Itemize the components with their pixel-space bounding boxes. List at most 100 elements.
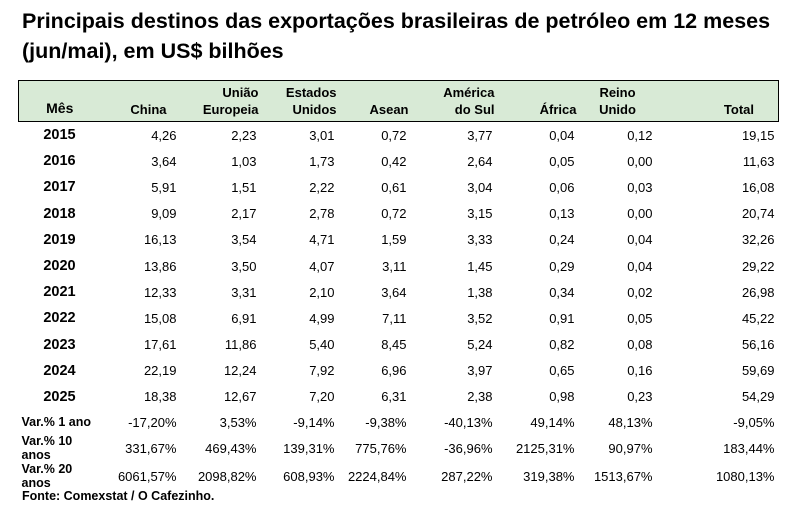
cell-estados-unidos: 2,10 [309, 284, 335, 300]
cell-america-do-sul: 2,38 [467, 389, 493, 405]
cell-america-do-sul: 3,77 [467, 127, 493, 143]
cell-total: 45,22 [741, 310, 775, 326]
page-title: Principais destinos das exportações bras… [22, 9, 771, 63]
cell-africa: 0,82 [549, 337, 575, 353]
header-estados-unidos-line2: Unidos [292, 102, 337, 117]
table-row-variation: Var.% 10 anos 331,67% 469,43% 139,31% 775,76… [19, 434, 779, 462]
table-row-year: 2023 17,61 11,86 5,40 8,45 5,24 0,82 0,08 56,16 [19, 332, 779, 358]
table-row-variation: Var.% 1 ano -17,20% 3,53% -9,14% -9,38% -40,1… [19, 410, 779, 434]
cell-america-do-sul: 3,33 [467, 232, 493, 248]
cell-asean: 0,72 [381, 127, 407, 143]
cell-america-do-sul: 3,52 [467, 310, 493, 326]
header-africa: África [498, 80, 581, 122]
cell-china: 15,08 [143, 310, 177, 326]
cell-total: 29,22 [741, 258, 775, 274]
cell-africa: 0,98 [549, 389, 575, 405]
cell-uniao-europeia: 469,43% [205, 440, 257, 456]
cell-china: 17,61 [143, 337, 177, 353]
cell-total: 56,16 [741, 337, 775, 353]
cell-america-do-sul: 287,22% [441, 468, 493, 484]
table-row-year: 2021 12,33 3,31 2,10 3,64 1,38 0,34 0,02 26,98 [19, 279, 779, 305]
cell-total: 16,08 [741, 179, 775, 195]
cell-reino-unido: 0,05 [627, 310, 653, 326]
header-uniao-europeia-line1: União [222, 85, 259, 100]
row-label: 2024 [43, 362, 76, 379]
cell-asean: 6,31 [381, 389, 407, 405]
row-label: 2020 [43, 258, 76, 275]
cell-reino-unido: 0,04 [627, 232, 653, 248]
cell-total: 20,74 [741, 206, 775, 222]
cell-reino-unido: 90,97% [608, 440, 653, 456]
row-label: Var.% 20 anos [21, 462, 73, 491]
cell-reino-unido: 0,16 [627, 363, 653, 379]
header-america-do-sul: América do Sul [412, 80, 499, 122]
cell-africa: 2125,31% [515, 440, 575, 456]
header-china: China [100, 80, 183, 122]
table-row-year: 2019 16,13 3,54 4,71 1,59 3,33 0,24 0,04 32,26 [19, 227, 779, 253]
cell-total: 59,69 [741, 363, 775, 379]
cell-estados-unidos: 608,93% [283, 468, 335, 484]
cell-africa: 0,29 [549, 258, 575, 274]
header-uniao-europeia-line2: Europeia [202, 102, 259, 117]
cell-america-do-sul: 5,24 [467, 337, 493, 353]
header-total: Total [658, 80, 779, 122]
cell-america-do-sul: -40,13% [444, 414, 493, 430]
cell-estados-unidos: 7,92 [309, 363, 335, 379]
cell-asean: 7,11 [382, 310, 407, 326]
table-row-year: 2018 9,09 2,17 2,78 0,72 3,15 0,13 0,00 20,74 [19, 201, 779, 227]
cell-estados-unidos: 3,01 [309, 127, 335, 143]
header-america-do-sul-line1: América [443, 85, 495, 100]
cell-america-do-sul: 1,38 [467, 284, 493, 300]
table-row-year: 2022 15,08 6,91 4,99 7,11 3,52 0,91 0,05 45,22 [19, 305, 779, 331]
cell-estados-unidos: 4,07 [309, 258, 335, 274]
cell-reino-unido: 0,02 [627, 284, 653, 300]
cell-reino-unido: 0,03 [627, 179, 653, 195]
cell-reino-unido: 1513,67% [593, 468, 653, 484]
row-label: 2018 [43, 205, 76, 222]
cell-estados-unidos: 5,40 [309, 337, 335, 353]
cell-uniao-europeia: 2098,82% [197, 468, 257, 484]
cell-uniao-europeia: 12,67 [223, 389, 257, 405]
cell-china: -17,20% [128, 414, 177, 430]
cell-asean: 0,42 [381, 153, 407, 169]
cell-africa: 49,14% [530, 414, 575, 430]
cell-uniao-europeia: 12,24 [223, 363, 257, 379]
header-reino-unido-line1: Reino [599, 85, 636, 100]
row-label: Var.% 1 ano [21, 415, 91, 430]
cell-china: 12,33 [143, 284, 177, 300]
row-label: 2023 [43, 336, 76, 353]
cell-total: 183,44% [723, 440, 775, 456]
cell-reino-unido: 48,13% [608, 414, 653, 430]
cell-uniao-europeia: 11,86 [224, 337, 257, 353]
table-row-year: 2017 5,91 1,51 2,22 0,61 3,04 0,06 0,03 16,08 [19, 174, 779, 200]
cell-uniao-europeia: 1,03 [231, 153, 257, 169]
cell-china: 22,19 [143, 363, 177, 379]
cell-africa: 0,34 [549, 284, 575, 300]
cell-total: 32,26 [741, 232, 775, 248]
exports-table: Mês China União Europeia Estados Unidos … [18, 80, 779, 490]
cell-reino-unido: 0,04 [627, 258, 653, 274]
cell-estados-unidos: 2,22 [309, 179, 335, 195]
cell-uniao-europeia: 3,50 [231, 258, 257, 274]
cell-estados-unidos: 7,20 [309, 389, 335, 405]
cell-uniao-europeia: 3,53% [219, 414, 257, 430]
cell-reino-unido: 0,00 [627, 153, 653, 169]
cell-america-do-sul: 3,04 [467, 179, 493, 195]
cell-china: 6061,57% [117, 468, 177, 484]
cell-china: 13,86 [143, 258, 177, 274]
row-label: 2021 [43, 284, 76, 301]
cell-asean: 6,96 [381, 363, 407, 379]
cell-asean: 0,61 [381, 179, 407, 195]
cell-reino-unido: 0,12 [627, 127, 653, 143]
row-label: 2022 [43, 310, 76, 327]
cell-africa: 319,38% [523, 468, 575, 484]
cell-america-do-sul: 2,64 [467, 153, 493, 169]
cell-america-do-sul: -36,96% [444, 440, 493, 456]
row-label: 2017 [43, 179, 76, 196]
cell-china: 3,64 [151, 153, 177, 169]
table-body: 2015 4,26 2,23 3,01 0,72 3,77 0,04 0,12 19,15 201… [19, 122, 779, 491]
cell-africa: 0,05 [549, 153, 575, 169]
header-estados-unidos-line1: Estados [285, 85, 337, 100]
table-row-year: 2015 4,26 2,23 3,01 0,72 3,77 0,04 0,12 19,15 [19, 122, 779, 149]
table-row-year: 2020 13,86 3,50 4,07 3,11 1,45 0,29 0,04 29,22 [19, 253, 779, 279]
